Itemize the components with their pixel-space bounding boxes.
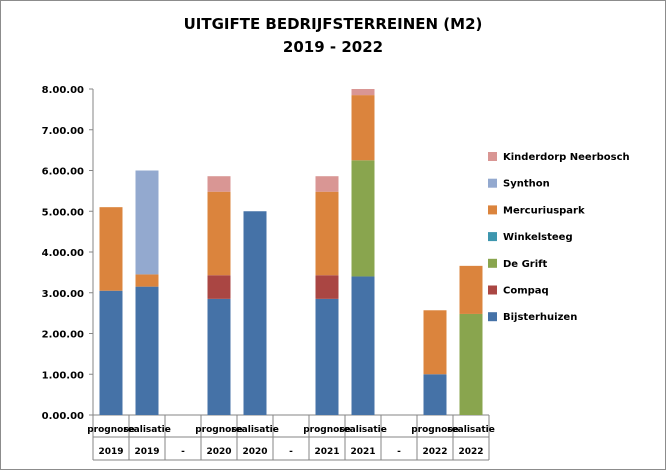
y-tick-label: 8.00.00 — [42, 85, 84, 96]
legend-label: Kinderdorp Neerbosch — [503, 152, 630, 163]
legend-swatch — [488, 152, 497, 161]
legend-swatch — [488, 312, 497, 322]
x-year-label: 2019 — [134, 447, 159, 457]
x-year-label: - — [289, 447, 293, 457]
y-tick-label: 5.00.00 — [42, 207, 84, 218]
legend-label: Winkelsteeg — [503, 232, 573, 243]
bar-segment-mercuriuspark — [351, 95, 375, 161]
x-year-label: - — [181, 447, 185, 457]
legend-swatch — [488, 205, 497, 215]
bar-segment-mercuriuspark — [423, 310, 447, 375]
x-tick-label: realisatie — [447, 425, 495, 435]
x-year-label: - — [397, 447, 401, 457]
bar-segment-de-grift — [351, 160, 375, 277]
x-year-label: 2021 — [350, 447, 375, 457]
bar-segment-mercuriuspark — [135, 274, 159, 287]
bar-segment-kinderdorp-neerbosch — [315, 176, 339, 192]
bar-segment-bijsterhuizen — [423, 374, 447, 415]
bar-segment-synthon — [135, 170, 159, 275]
bar-segment-de-grift — [459, 313, 483, 415]
bar-segment-bijsterhuizen — [135, 286, 159, 415]
x-year-label: 2021 — [314, 447, 339, 457]
y-tick-label: 2.00.00 — [42, 330, 84, 341]
bar-segment-mercuriuspark — [315, 191, 339, 276]
bar-segment-bijsterhuizen — [315, 298, 339, 415]
bar-segment-bijsterhuizen — [351, 276, 375, 415]
chart-title: UITGIFTE BEDRIJFSTERREINEN (M2) — [184, 15, 483, 33]
legend-swatch — [488, 258, 497, 268]
x-year-label: 2019 — [98, 447, 123, 457]
y-tick-label: 1.00.00 — [42, 370, 84, 381]
y-tick-label: 7.00.00 — [42, 126, 84, 137]
plot-area: 0.00.00 1.00.00 2.00.00 3.00.00 4.00.00 5.00.… — [42, 85, 495, 461]
legend-label: Mercuriuspark — [503, 205, 585, 216]
bar-segment-bijsterhuizen — [99, 290, 123, 415]
x-year-label: 2020 — [242, 447, 267, 457]
x-tick-label: realisatie — [231, 425, 279, 435]
x-tick-label: realisatie — [339, 425, 387, 435]
y-tick-label: 6.00.00 — [42, 167, 84, 178]
legend-swatch — [488, 178, 497, 188]
bar-segment-compaq — [315, 275, 339, 299]
x-tick-label: realisatie — [123, 425, 171, 435]
bar-segment-mercuriuspark — [207, 191, 231, 276]
legend-label: Synthon — [503, 179, 550, 190]
chart-subtitle: 2019 - 2022 — [283, 38, 383, 56]
legend-swatch — [488, 285, 497, 295]
y-tick-label: 4.00.00 — [42, 248, 84, 259]
bar-segment-bijsterhuizen — [207, 298, 231, 415]
legend-swatch — [488, 232, 497, 242]
legend: Kinderdorp Neerbosch Synthon Mercuriuspark… — [488, 152, 630, 323]
bar-segment-kinderdorp-neerbosch — [207, 176, 231, 192]
legend-label: Bijsterhuizen — [503, 312, 577, 323]
bar-segment-mercuriuspark — [459, 265, 483, 314]
x-year-label: 2022 — [422, 447, 447, 457]
x-tick-label: prognose — [411, 425, 459, 435]
bar-segment-compaq — [207, 275, 231, 299]
x-tick-label: prognose — [87, 425, 135, 435]
x-tick-label: prognose — [303, 425, 351, 435]
bar-segment-bijsterhuizen — [243, 211, 267, 415]
bar-segment-kinderdorp-neerbosch — [351, 89, 375, 96]
x-tick-label: prognose — [195, 425, 243, 435]
y-tick-label: 3.00.00 — [42, 289, 84, 300]
x-year-label: 2020 — [206, 447, 231, 457]
legend-label: De Grift — [503, 259, 547, 270]
legend-label: Compaq — [503, 286, 549, 297]
y-tick-label: 0.00.00 — [42, 411, 84, 422]
bar-segment-mercuriuspark — [99, 207, 123, 291]
x-year-label: 2022 — [458, 447, 483, 457]
